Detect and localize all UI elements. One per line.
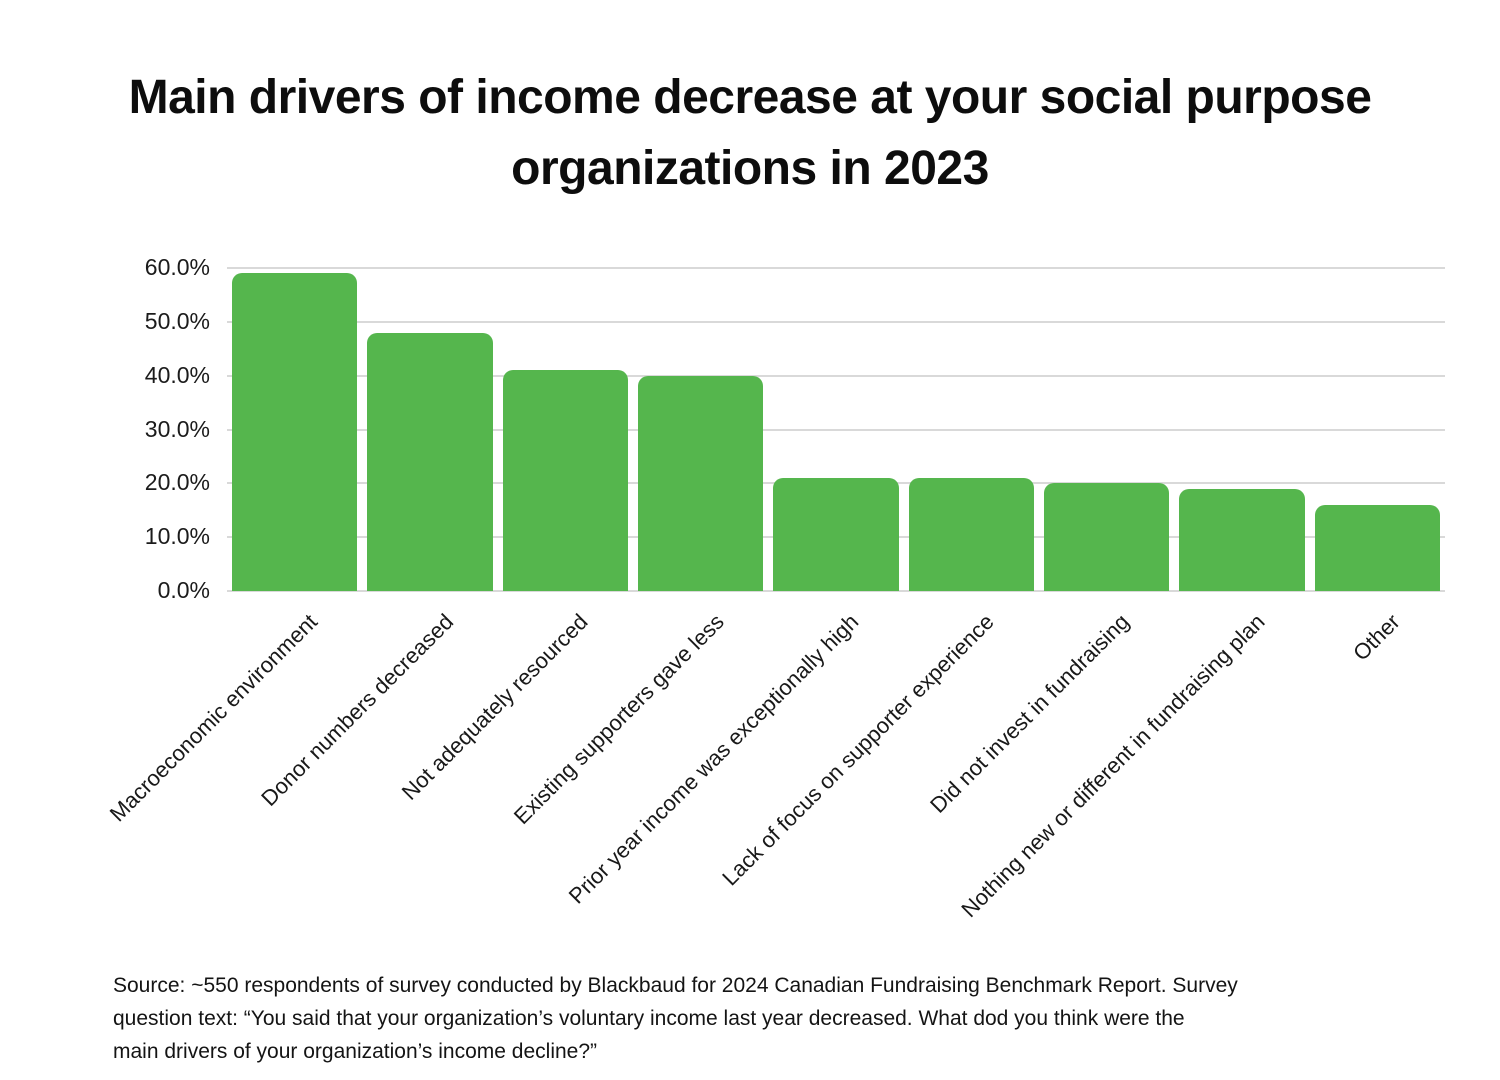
bar-did-not-invest-in-fundraising [1044,483,1170,591]
y-tick-label: 10.0% [144,523,210,550]
gridline-40.0% [227,374,1445,377]
bar-slot [498,268,633,591]
gridline-50.0% [227,320,1445,323]
x-tick-label: Lack of focus on supporter experience [717,609,1000,891]
y-tick-label: 0.0% [157,576,210,603]
y-tick-label: 50.0% [144,307,210,334]
bar-slot [633,268,768,591]
bar-slot [362,268,497,591]
bar-slot [768,268,903,591]
bar-other [1314,504,1440,591]
x-tick-label: Other [1348,609,1406,666]
bar-existing-supporters-gave-less [638,375,764,591]
source-note-line-3: main drivers of your organization’s inco… [113,1040,598,1063]
source-note-line-2: question text: “You said that your organ… [113,1007,1185,1030]
bar-donor-numbers-decreased [367,332,493,591]
gridline-60.0% [227,267,1445,269]
bar-slot [1310,268,1445,591]
gridline-0.0% [227,590,1445,592]
y-axis: 0.0% 10.0% 20.0% 30.0% 40.0% 50.0% 60.0% [0,254,227,603]
y-tick-label: 40.0% [144,361,210,388]
bar-macroeconomic-environment [232,273,358,591]
plot-area [227,267,1445,592]
page-title-line-1: Main drivers of income decrease at your … [128,71,1372,124]
page-title-line-2: organizations in 2023 [511,142,989,195]
bar-nothing-new-or-different-in-fundraising-plan [1179,488,1305,591]
source-note-line-1: Source: ~550 respondents of survey condu… [113,974,1238,997]
bar-lack-of-focus-on-supporter-experience [908,477,1034,591]
bar-not-adequately-resourced [502,370,628,591]
page-title: Main drivers of income decrease at your … [0,62,1500,204]
bar-slot [227,268,362,591]
x-tick-label: Prior year income was exceptionally high [564,609,864,909]
source-note: Source: ~550 respondents of survey condu… [113,969,1413,1068]
bar-prior-year-income-was-exceptionally-high [773,477,899,591]
bar-slot [1039,268,1174,591]
bars [227,268,1445,591]
x-tick-label: Nothing new or different in fundraising … [956,609,1270,923]
bar-slot [904,268,1039,591]
y-tick-label: 30.0% [144,415,210,442]
bar-slot [1174,268,1309,591]
y-tick-label: 20.0% [144,469,210,496]
gridline-30.0% [227,428,1445,431]
y-tick-label: 60.0% [144,253,210,280]
